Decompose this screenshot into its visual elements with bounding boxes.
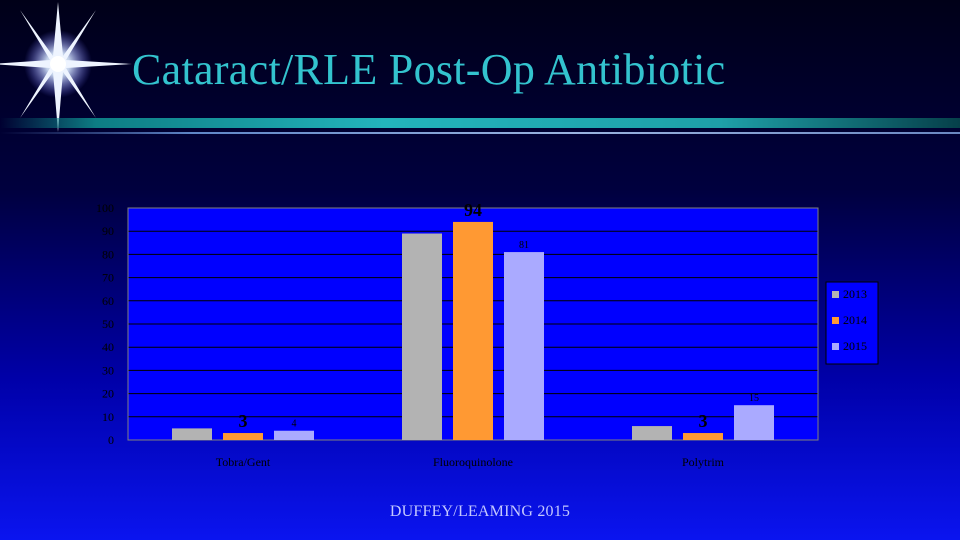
- data-label: 3: [239, 411, 248, 431]
- sparkle-star-icon: [0, 2, 132, 132]
- bar-2013-polytrim: [632, 426, 672, 440]
- bar-2014-polytrim: [683, 433, 723, 440]
- y-tick-label: 20: [102, 387, 114, 401]
- slide-footer: DUFFEY/LEAMING 2015: [389, 503, 571, 520]
- title-underline-bar: [0, 118, 960, 128]
- y-tick-label: 90: [102, 224, 114, 238]
- y-tick-label: 70: [102, 271, 114, 285]
- data-label: 4: [292, 419, 297, 430]
- legend-swatch-2014: [832, 317, 839, 324]
- data-label: 81: [519, 240, 529, 251]
- legend-label-2013: 2013: [843, 287, 867, 301]
- x-category-label: Polytrim: [682, 455, 725, 469]
- data-label: 3: [699, 411, 708, 431]
- y-tick-label: 100: [96, 201, 114, 215]
- y-tick-label: 60: [102, 294, 114, 308]
- bar-2015-polytrim: [734, 405, 774, 440]
- y-tick-label: 50: [102, 317, 114, 331]
- data-label: 94: [464, 200, 482, 220]
- slide-title: Cataract/RLE Post-Op Antibiotic: [132, 45, 726, 94]
- x-category-label: Fluoroquinolone: [433, 455, 513, 469]
- bar-2015-fluoroquinolone: [504, 252, 544, 440]
- legend-swatch-2013: [832, 291, 839, 298]
- bar-2015-tobra-gent: [274, 430, 314, 440]
- title-underline-thin: [0, 132, 960, 134]
- y-tick-label: 10: [102, 410, 114, 424]
- legend-swatch-2015: [832, 343, 839, 350]
- y-tick-label: 0: [108, 433, 114, 447]
- bar-2014-tobra-gent: [223, 433, 263, 440]
- legend-label-2015: 2015: [843, 339, 867, 353]
- bar-2013-tobra-gent: [172, 428, 212, 440]
- bar-2014-fluoroquinolone: [453, 221, 493, 440]
- bar-2013-fluoroquinolone: [402, 233, 442, 440]
- x-category-label: Tobra/Gent: [216, 455, 271, 469]
- y-tick-label: 30: [102, 363, 114, 377]
- y-tick-label: 40: [102, 340, 114, 354]
- y-tick-label: 80: [102, 247, 114, 261]
- legend-label-2014: 2014: [843, 313, 867, 327]
- data-label: 15: [749, 393, 759, 404]
